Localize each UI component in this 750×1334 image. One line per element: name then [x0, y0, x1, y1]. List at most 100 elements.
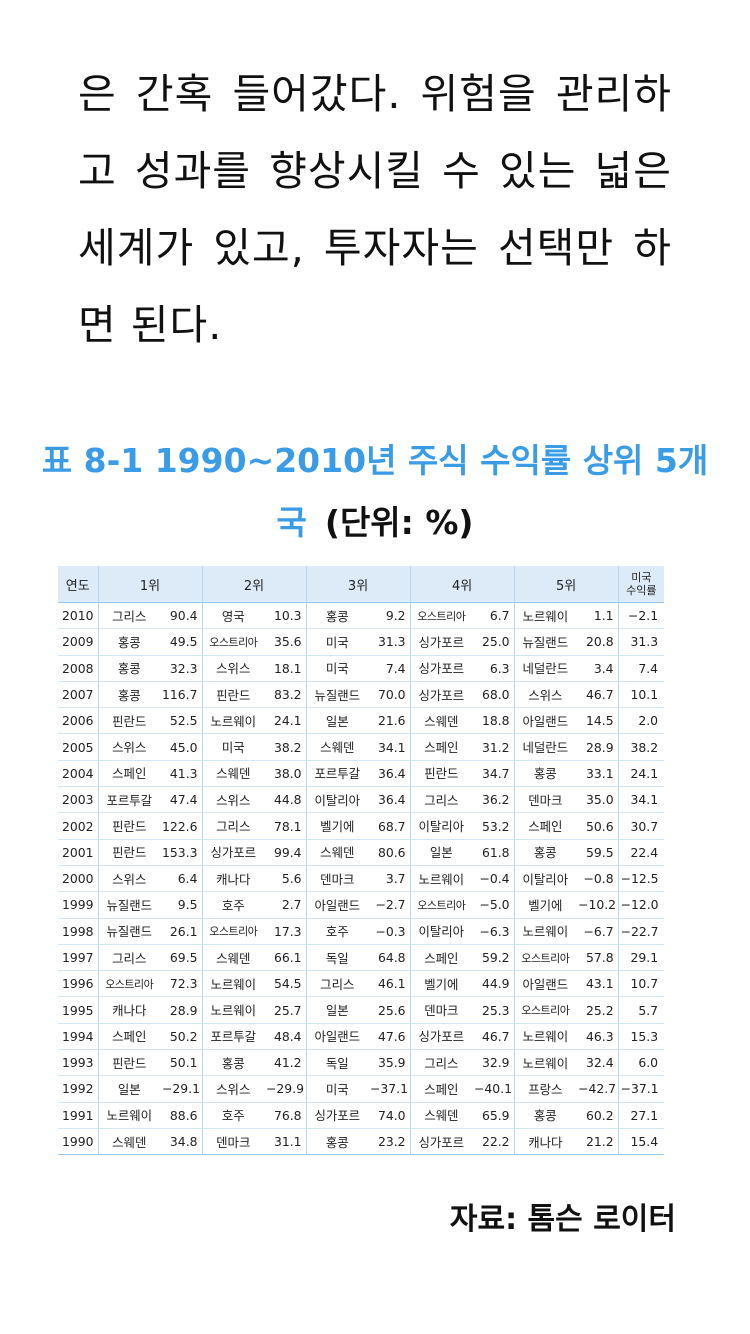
us-return-cell: 15.3: [618, 1023, 665, 1051]
us-return-cell: 7.4: [618, 655, 665, 682]
us-return-cell: 22.4: [618, 839, 665, 866]
return-value-cell: −29.1: [160, 1075, 203, 1103]
header-rank-5: 5위: [514, 566, 619, 603]
year-cell: 2007: [58, 681, 99, 709]
country-cell: 덴마크: [410, 996, 473, 1024]
return-value-cell: 83.2: [264, 681, 307, 709]
year-cell: 2003: [58, 786, 99, 814]
return-value-cell: 25.6: [368, 996, 411, 1024]
return-value-cell: 34.8: [160, 1128, 203, 1156]
return-value-cell: 57.8: [576, 944, 619, 972]
table-row: 1990 스웨덴 34.8 덴마크 31.1 홍콩 23.2 싱가포르 22.2 캐나다 21.2 1…: [58, 1128, 665, 1156]
us-return-cell: 34.1: [618, 786, 665, 814]
return-value-cell: 9.2: [368, 602, 411, 630]
country-cell: 노르웨이: [514, 1023, 577, 1051]
return-value-cell: 24.1: [264, 707, 307, 735]
return-value-cell: 66.1: [264, 944, 307, 972]
country-cell: 포르투갈: [306, 760, 369, 788]
header-rank-1: 1위: [98, 566, 203, 603]
table-body: 2010 그리스 90.4 영국 10.3 홍콩 9.2 오스트리아 6.7 노르웨이 1.1 −2.…: [58, 602, 665, 1156]
return-value-cell: 50.6: [576, 812, 619, 840]
us-return-cell: 10.7: [618, 970, 665, 998]
country-cell: 뉴질랜드: [98, 891, 160, 919]
return-value-cell: −0.4: [472, 865, 515, 893]
return-value-cell: −0.3: [368, 918, 411, 945]
return-value-cell: 18.8: [472, 707, 515, 735]
year-cell: 1999: [58, 891, 99, 919]
return-value-cell: 52.5: [160, 707, 203, 735]
us-return-cell: −37.1: [618, 1075, 665, 1103]
return-value-cell: 28.9: [160, 996, 203, 1024]
country-cell: 오스트리아: [514, 944, 577, 972]
country-cell: 노르웨이: [202, 996, 265, 1024]
return-value-cell: 31.3: [368, 628, 411, 656]
country-cell: 그리스: [410, 1049, 473, 1077]
country-cell: 덴마크: [202, 1128, 265, 1156]
country-cell: 미국: [306, 628, 369, 656]
us-return-cell: −12.5: [618, 865, 665, 893]
table-row: 1999 뉴질랜드 9.5 호주 2.7 아일랜드 −2.7 오스트리아 −5.0 벨기에 −10.…: [58, 891, 665, 919]
return-value-cell: 64.8: [368, 944, 411, 972]
returns-table-wrapper: 연도 1위 2위 3위 4위 5위 미국 수익률 2010 그리스 90.4 영국 10…: [58, 566, 665, 1156]
country-cell: 일본: [306, 707, 369, 735]
year-cell: 1993: [58, 1049, 99, 1077]
country-cell: 홍콩: [306, 1128, 369, 1156]
return-value-cell: 25.0: [472, 628, 515, 656]
country-cell: 일본: [98, 1075, 160, 1103]
table-row: 1995 캐나다 28.9 노르웨이 25.7 일본 25.6 덴마크 25.3 오스트리아 25.…: [58, 996, 665, 1024]
year-cell: 1991: [58, 1102, 99, 1129]
return-value-cell: 35.0: [576, 786, 619, 814]
country-cell: 스위스: [202, 1075, 265, 1103]
country-cell: 홍콩: [514, 760, 577, 788]
country-cell: 싱가포르: [410, 1128, 473, 1156]
country-cell: 오스트리아: [410, 602, 473, 630]
return-value-cell: 35.6: [264, 628, 307, 656]
return-value-cell: 53.2: [472, 812, 515, 840]
country-cell: 스페인: [514, 812, 577, 840]
us-return-cell: 30.7: [618, 812, 665, 840]
return-value-cell: 44.8: [264, 786, 307, 814]
country-cell: 캐나다: [202, 865, 265, 893]
return-value-cell: 14.5: [576, 707, 619, 735]
country-cell: 프랑스: [514, 1075, 577, 1103]
country-cell: 싱가포르: [410, 628, 473, 656]
returns-table: 연도 1위 2위 3위 4위 5위 미국 수익률 2010 그리스 90.4 영국 10…: [58, 566, 665, 1156]
return-value-cell: 9.5: [160, 891, 203, 919]
return-value-cell: 46.1: [368, 970, 411, 998]
country-cell: 핀란드: [202, 681, 265, 709]
country-cell: 스웨덴: [410, 707, 473, 735]
country-cell: 덴마크: [306, 865, 369, 893]
return-value-cell: 33.1: [576, 760, 619, 788]
year-cell: 2004: [58, 760, 99, 788]
year-cell: 2008: [58, 655, 99, 682]
country-cell: 스웨덴: [98, 1128, 160, 1156]
country-cell: 일본: [410, 839, 473, 866]
return-value-cell: 59.5: [576, 839, 619, 866]
country-cell: 스위스: [202, 655, 265, 682]
return-value-cell: 46.3: [576, 1023, 619, 1051]
country-cell: 스웨덴: [202, 760, 265, 788]
country-cell: 네덜란드: [514, 655, 577, 682]
us-return-cell: −22.7: [618, 918, 665, 945]
return-value-cell: 69.5: [160, 944, 203, 972]
return-value-cell: 47.6: [368, 1023, 411, 1051]
header-rank-4: 4위: [410, 566, 515, 603]
table-row: 2000 스위스 6.4 캐나다 5.6 덴마크 3.7 노르웨이 −0.4 이탈리아 −0.8 −1…: [58, 865, 665, 893]
return-value-cell: 25.7: [264, 996, 307, 1024]
return-value-cell: 36.4: [368, 760, 411, 788]
country-cell: 벨기에: [410, 970, 473, 998]
return-value-cell: 3.7: [368, 865, 411, 893]
table-header-row: 연도 1위 2위 3위 4위 5위 미국 수익률: [58, 566, 665, 603]
country-cell: 스페인: [98, 760, 160, 788]
return-value-cell: 28.9: [576, 733, 619, 761]
country-cell: 영국: [202, 602, 265, 630]
return-value-cell: 76.8: [264, 1102, 307, 1129]
country-cell: 아일랜드: [306, 891, 369, 919]
country-cell: 싱가포르: [410, 681, 473, 709]
country-cell: 스페인: [410, 733, 473, 761]
table-row: 2009 홍콩 49.5 오스트리아 35.6 미국 31.3 싱가포르 25.0 뉴질랜드 20.…: [58, 628, 665, 656]
country-cell: 핀란드: [98, 1049, 160, 1077]
return-value-cell: 41.3: [160, 760, 203, 788]
country-cell: 그리스: [98, 944, 160, 972]
return-value-cell: 45.0: [160, 733, 203, 761]
